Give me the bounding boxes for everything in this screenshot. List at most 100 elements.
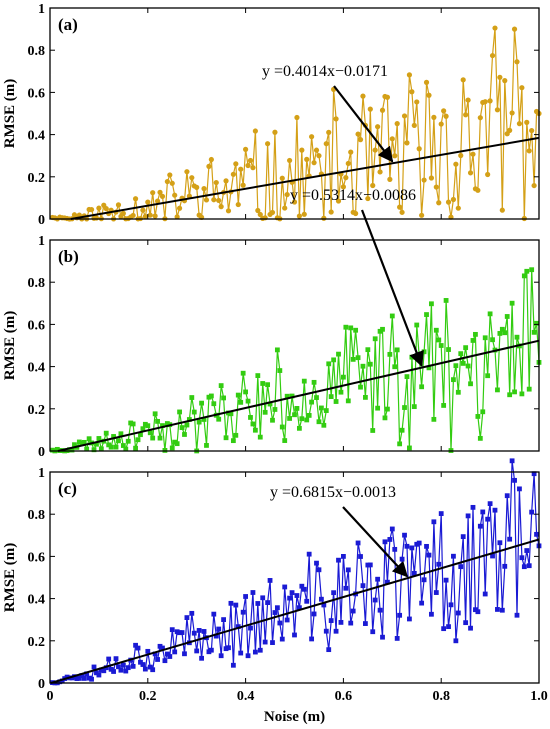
- data-point: [465, 363, 471, 369]
- data-point: [379, 107, 386, 113]
- data-point: [206, 394, 212, 400]
- data-point: [441, 626, 447, 632]
- data-point: [499, 607, 505, 613]
- data-point: [142, 666, 148, 672]
- data-point: [291, 199, 298, 205]
- data-point: [531, 182, 537, 189]
- data-point: [314, 395, 319, 400]
- data-point: [301, 211, 307, 217]
- data-point: [399, 209, 405, 215]
- data-point: [250, 421, 256, 427]
- data-point: [282, 438, 288, 443]
- data-point: [355, 540, 361, 546]
- data-point: [208, 647, 214, 653]
- data-point: [245, 398, 251, 404]
- y-tick-label: 1: [38, 2, 45, 17]
- data-point: [431, 416, 437, 422]
- data-point: [507, 127, 513, 133]
- data-point: [294, 114, 300, 121]
- panel-b: 0 0.2 0.4 0.6 0.8 1 RMSE (m) (b) y =0.5314x−0.00…: [2, 187, 542, 460]
- data-point: [260, 595, 266, 601]
- data-point: [340, 184, 346, 190]
- data-point: [265, 600, 271, 606]
- data-point: [397, 612, 403, 618]
- data-point: [309, 399, 315, 405]
- data-point: [445, 199, 452, 205]
- data-point: [279, 175, 285, 181]
- data-point: [301, 378, 307, 384]
- data-point: [206, 649, 212, 655]
- data-point: [218, 383, 224, 388]
- data-point: [441, 108, 447, 114]
- data-point: [133, 445, 138, 451]
- data-point: [270, 640, 275, 645]
- data-point: [392, 546, 398, 552]
- data-point: [299, 416, 305, 422]
- data-point: [409, 89, 415, 95]
- data-point: [473, 607, 478, 613]
- data-point: [226, 410, 231, 416]
- data-point: [477, 115, 483, 121]
- y-tick-label: 1: [38, 466, 45, 481]
- equation-arrow: [342, 506, 409, 578]
- data-point: [194, 648, 200, 654]
- data-point: [333, 628, 339, 634]
- data-point: [86, 675, 92, 681]
- data-point: [406, 72, 413, 78]
- data-point: [64, 674, 70, 680]
- data-point: [341, 554, 346, 559]
- data-point: [487, 98, 493, 104]
- data-point: [370, 629, 376, 635]
- series-markers: [50, 267, 542, 454]
- data-point: [507, 536, 513, 542]
- data-point: [311, 160, 317, 166]
- data-point: [531, 329, 537, 335]
- data-point: [284, 617, 290, 623]
- y-tick-label: 0.2: [28, 171, 46, 186]
- data-point: [511, 26, 518, 32]
- data-point: [223, 178, 229, 184]
- data-point: [318, 405, 324, 411]
- data-point: [96, 205, 102, 211]
- data-point: [487, 501, 493, 507]
- data-point: [279, 424, 285, 430]
- data-point: [343, 324, 349, 330]
- y-tick-label: 0.2: [28, 403, 46, 418]
- data-point: [152, 213, 158, 219]
- data-point: [306, 551, 312, 557]
- data-point: [499, 326, 505, 332]
- equation-arrow: [360, 209, 424, 368]
- data-point: [443, 113, 449, 119]
- data-point: [367, 361, 373, 367]
- data-point: [453, 363, 459, 369]
- data-point: [343, 175, 349, 181]
- data-point: [96, 436, 102, 441]
- data-point: [526, 148, 532, 154]
- data-point: [142, 213, 148, 220]
- data-point: [120, 210, 126, 216]
- data-point: [240, 182, 246, 188]
- data-point: [509, 300, 515, 306]
- data-point: [169, 627, 175, 633]
- data-point: [230, 171, 236, 177]
- data-point: [174, 214, 180, 220]
- data-point: [106, 442, 112, 448]
- data-point: [431, 114, 437, 120]
- data-point: [116, 438, 121, 444]
- data-point: [382, 415, 388, 421]
- data-point: [414, 99, 420, 105]
- data-point: [387, 537, 393, 542]
- data-point: [257, 211, 263, 218]
- data-point: [182, 432, 187, 437]
- data-point: [59, 678, 65, 684]
- data-point: [350, 356, 356, 362]
- data-point: [470, 151, 476, 157]
- data-point: [387, 351, 393, 357]
- data-point: [385, 579, 390, 585]
- data-point: [218, 653, 224, 659]
- data-point: [384, 94, 391, 100]
- y-tick-label: 0.6: [28, 318, 46, 333]
- data-point: [475, 187, 481, 193]
- data-point: [238, 399, 244, 405]
